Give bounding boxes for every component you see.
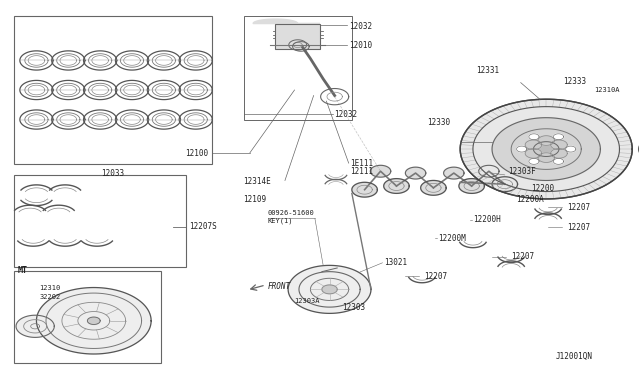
- Polygon shape: [371, 165, 391, 177]
- Polygon shape: [288, 265, 371, 313]
- Polygon shape: [420, 180, 446, 195]
- Polygon shape: [554, 158, 564, 164]
- Polygon shape: [516, 146, 527, 152]
- Text: 12303A: 12303A: [294, 298, 320, 304]
- Text: 00926-51600: 00926-51600: [268, 210, 314, 216]
- Polygon shape: [529, 134, 539, 140]
- Text: 12330: 12330: [427, 118, 450, 127]
- Text: MT: MT: [17, 266, 28, 275]
- Text: 12207: 12207: [511, 252, 534, 262]
- Polygon shape: [384, 179, 409, 193]
- Polygon shape: [479, 165, 499, 177]
- Polygon shape: [88, 317, 100, 324]
- Polygon shape: [566, 146, 576, 152]
- Text: 12033: 12033: [101, 169, 124, 179]
- Text: 32202: 32202: [40, 294, 61, 299]
- Bar: [14, 271, 161, 363]
- Bar: [14, 16, 212, 164]
- Text: 12310: 12310: [40, 285, 61, 291]
- Polygon shape: [405, 167, 426, 179]
- Text: 12109: 12109: [244, 195, 267, 204]
- Polygon shape: [639, 137, 640, 161]
- Text: FRONT: FRONT: [268, 282, 291, 291]
- Polygon shape: [459, 179, 484, 193]
- Text: 12200: 12200: [532, 184, 555, 193]
- Polygon shape: [554, 134, 564, 140]
- Polygon shape: [550, 140, 567, 150]
- Text: KEY(1): KEY(1): [268, 217, 293, 224]
- Text: 12331: 12331: [476, 66, 499, 75]
- Text: 12310A: 12310A: [594, 87, 620, 93]
- Polygon shape: [525, 148, 541, 158]
- Text: 12032: 12032: [349, 22, 372, 31]
- Text: 13021: 13021: [384, 258, 407, 267]
- Polygon shape: [36, 288, 151, 354]
- Text: 12314E: 12314E: [244, 177, 271, 186]
- Text: 12303F: 12303F: [508, 167, 536, 176]
- Polygon shape: [529, 158, 539, 164]
- Text: 12200M: 12200M: [438, 234, 466, 243]
- Polygon shape: [444, 167, 464, 179]
- Polygon shape: [322, 285, 337, 294]
- Polygon shape: [525, 140, 541, 150]
- Polygon shape: [289, 40, 307, 50]
- Text: 12200A: 12200A: [516, 195, 544, 204]
- Bar: [14, 175, 186, 267]
- Text: 12207: 12207: [567, 223, 590, 232]
- Text: 12100: 12100: [186, 149, 209, 158]
- Polygon shape: [352, 182, 378, 197]
- Text: 12032: 12032: [334, 110, 357, 119]
- Text: 12200H: 12200H: [473, 215, 500, 224]
- Text: 12303: 12303: [342, 303, 365, 312]
- Polygon shape: [253, 19, 320, 23]
- Polygon shape: [492, 118, 600, 180]
- Polygon shape: [550, 148, 567, 158]
- Text: J12001QN: J12001QN: [556, 352, 593, 361]
- Polygon shape: [492, 177, 518, 192]
- Bar: [244, 16, 352, 119]
- Polygon shape: [538, 136, 554, 145]
- Text: 12207S: 12207S: [189, 222, 217, 231]
- Text: 12010: 12010: [349, 41, 372, 50]
- Polygon shape: [16, 315, 54, 337]
- Text: 12333: 12333: [563, 77, 586, 86]
- Text: 12207: 12207: [424, 272, 447, 281]
- Polygon shape: [460, 99, 632, 199]
- Text: 12111: 12111: [351, 167, 374, 176]
- Bar: [275, 23, 320, 49]
- Text: 12207: 12207: [567, 203, 590, 212]
- Text: 1E111: 1E111: [351, 159, 374, 169]
- Polygon shape: [534, 142, 559, 157]
- Polygon shape: [538, 153, 554, 163]
